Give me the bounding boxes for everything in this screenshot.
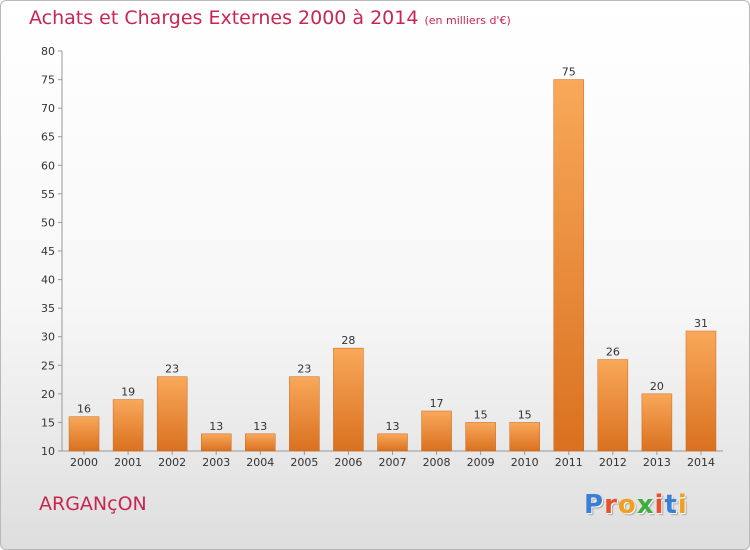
y-tick-label: 60 — [41, 159, 55, 172]
bar — [377, 433, 408, 452]
y-tick-label: 65 — [41, 131, 55, 144]
bar — [597, 359, 629, 452]
bar — [553, 79, 585, 452]
bar — [112, 399, 144, 452]
x-tick-label: 2005 — [290, 456, 318, 469]
bar-value-label: 28 — [341, 334, 355, 347]
bar-value-label: 23 — [165, 363, 179, 376]
bar-value-label: 20 — [650, 380, 664, 393]
bar — [509, 422, 540, 452]
x-tick-label: 2002 — [158, 456, 186, 469]
chart-title: Achats et Charges Externes 2000 à 2014 (e… — [29, 7, 511, 29]
x-tick-label: 2010 — [511, 456, 539, 469]
x-tick-label: 2014 — [687, 456, 715, 469]
y-tick-label: 10 — [41, 445, 55, 458]
logo-letter: P — [584, 490, 605, 520]
y-tick-label: 30 — [41, 331, 55, 344]
y-tick-label: 35 — [41, 302, 55, 315]
y-tick-label: 40 — [41, 274, 55, 287]
x-tick-label: 2007 — [379, 456, 407, 469]
bar-value-label: 15 — [474, 408, 488, 421]
x-tick-label: 2004 — [246, 456, 274, 469]
logo-letter: r — [604, 490, 618, 520]
logo-letter: i — [654, 490, 665, 520]
bar — [200, 433, 232, 452]
proxiti-logo[interactable]: Proxiti — [584, 490, 688, 520]
logo-letter: x — [636, 490, 655, 520]
y-tick-label: 20 — [41, 388, 55, 401]
bar-value-label: 75 — [562, 66, 576, 79]
x-tick-label: 2009 — [467, 456, 495, 469]
bar — [245, 433, 276, 452]
logo-letter: i — [677, 490, 688, 520]
y-tick-label: 25 — [41, 359, 55, 372]
bar — [421, 410, 452, 452]
bar-value-label: 31 — [694, 317, 708, 330]
x-tick-label: 2001 — [114, 456, 142, 469]
y-tick-label: 70 — [41, 102, 55, 115]
x-tick-label: 2012 — [599, 456, 627, 469]
x-tick-label: 2000 — [70, 456, 98, 469]
bar-value-label: 19 — [121, 386, 135, 399]
bar-value-label: 13 — [386, 420, 400, 433]
bar-value-label: 17 — [430, 397, 444, 410]
bar — [465, 422, 496, 452]
x-tick-label: 2008 — [423, 456, 451, 469]
bar-value-label: 13 — [253, 420, 267, 433]
x-tick-label: 2013 — [643, 456, 671, 469]
bar — [156, 376, 188, 452]
y-tick-label: 15 — [41, 416, 55, 429]
bar — [685, 330, 717, 452]
x-tick-label: 2011 — [555, 456, 583, 469]
title-text: Achats et Charges Externes 2000 à 2014 — [29, 7, 419, 29]
logo-letter: o — [617, 490, 637, 520]
x-tick-label: 2006 — [334, 456, 362, 469]
unit-text: (en milliers d'€) — [424, 14, 511, 27]
chart-bars: 16 19 23 13 13 23 28 13 17 15 15 75 26 20 31 — [68, 66, 717, 452]
bar-value-label: 15 — [518, 408, 532, 421]
commune-name: ARGANçON — [39, 493, 147, 515]
x-tick-label: 2003 — [202, 456, 230, 469]
y-tick-label: 50 — [41, 216, 55, 229]
bar — [68, 416, 100, 452]
bar — [641, 393, 673, 452]
bar-value-label: 23 — [297, 363, 311, 376]
y-tick-label: 55 — [41, 188, 55, 201]
bar-value-label: 26 — [606, 346, 620, 359]
y-tick-label: 75 — [41, 74, 55, 87]
y-tick-label: 80 — [41, 45, 55, 58]
bar — [289, 376, 320, 452]
bar — [333, 347, 364, 452]
bar-value-label: 16 — [77, 403, 91, 416]
y-tick-label: 45 — [41, 245, 55, 258]
bar-value-label: 13 — [209, 420, 223, 433]
logo-letter: t — [664, 490, 678, 520]
